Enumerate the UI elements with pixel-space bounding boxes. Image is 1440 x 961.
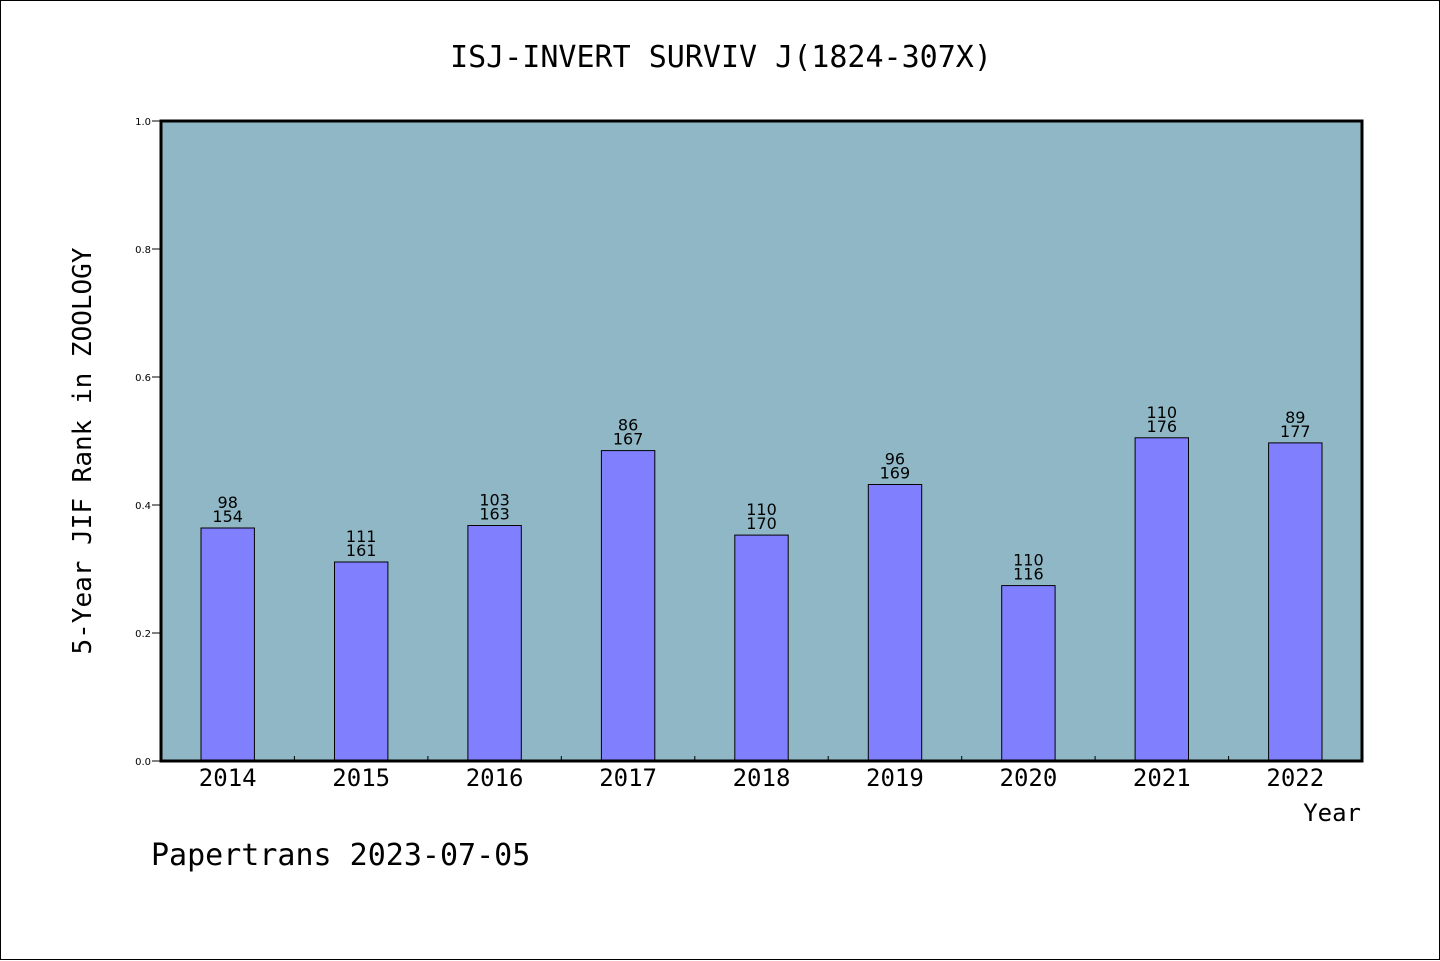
y-axis: 0.0 0.2 0.4 0.6 0.8 1.0 (135, 117, 161, 768)
bar-label-2016-rank: 103 (479, 491, 510, 510)
bar-label-2016-total: 163 (479, 505, 510, 524)
bar-label-2019-total: 169 (880, 464, 911, 483)
x-tick-label-2017: 2017 (599, 764, 657, 792)
bars-layer (200, 437, 1323, 762)
bar-label-2020-rank: 110 (1013, 551, 1044, 570)
y-tick-label-0.2: 0.2 (135, 629, 151, 640)
bar-2015 (334, 561, 389, 762)
bar-label-2019-rank: 96 (885, 450, 905, 469)
bar-label-2014-total: 154 (212, 507, 243, 526)
bar-label-2015-rank: 111 (346, 527, 377, 546)
plot-border (159, 119, 1364, 763)
y-tick-label-0.4: 0.4 (135, 501, 151, 512)
chart-title: ISJ-INVERT SURVIV J(1824-307X) (450, 40, 992, 75)
bar-2016 (467, 525, 522, 762)
x-tick-label-2021: 2021 (1133, 764, 1191, 792)
bar-label-2022-rank: 89 (1285, 408, 1305, 427)
y-axis-label: 5-Year JIF Rank in ZOOLOGY (68, 247, 98, 654)
bar-2017 (600, 450, 656, 762)
x-tick-label-2014: 2014 (199, 764, 257, 792)
footer-credit: Papertrans 2023-07-05 (151, 838, 530, 873)
x-axis: 2014 2015 2016 2017 2018 2019 2020 2021 2022 (199, 756, 1324, 792)
bar-labels-layer: 9815411116110316386167110170961691101161… (212, 403, 1310, 584)
x-tick-label-2016: 2016 (466, 764, 524, 792)
x-tick-label-2018: 2018 (733, 764, 791, 792)
bar-label-2015-total: 161 (346, 541, 377, 560)
bar-2021 (1134, 437, 1189, 762)
bar-label-2021-total: 176 (1147, 417, 1178, 436)
bar-label-2021-rank: 110 (1147, 403, 1178, 422)
bar-label-2022-total: 177 (1280, 422, 1311, 441)
bar-2019 (867, 484, 923, 762)
x-tick-label-2022: 2022 (1266, 764, 1324, 792)
y-tick-label-0.8: 0.8 (135, 245, 151, 256)
bar-label-2018-rank: 110 (746, 500, 777, 519)
x-tick-label-2015: 2015 (332, 764, 390, 792)
bar-label-2017-rank: 86 (618, 416, 638, 435)
bar-label-2017-total: 167 (613, 430, 644, 449)
bar-2018 (734, 534, 789, 762)
bar-2020 (1001, 585, 1056, 762)
x-tick-label-2020: 2020 (1000, 764, 1058, 792)
x-tick-label-2019: 2019 (866, 764, 924, 792)
bar-2014 (200, 527, 255, 762)
bar-2022 (1268, 442, 1323, 762)
y-tick-label-0.6: 0.6 (135, 373, 151, 384)
bar-label-2014-rank: 98 (218, 493, 238, 512)
x-axis-label: Year (1303, 799, 1361, 827)
bar-label-2020-total: 116 (1013, 565, 1044, 584)
y-tick-label-0.0: 0.0 (135, 757, 151, 768)
y-tick-label-1.0: 1.0 (135, 117, 151, 128)
bar-label-2018-total: 170 (746, 514, 777, 533)
